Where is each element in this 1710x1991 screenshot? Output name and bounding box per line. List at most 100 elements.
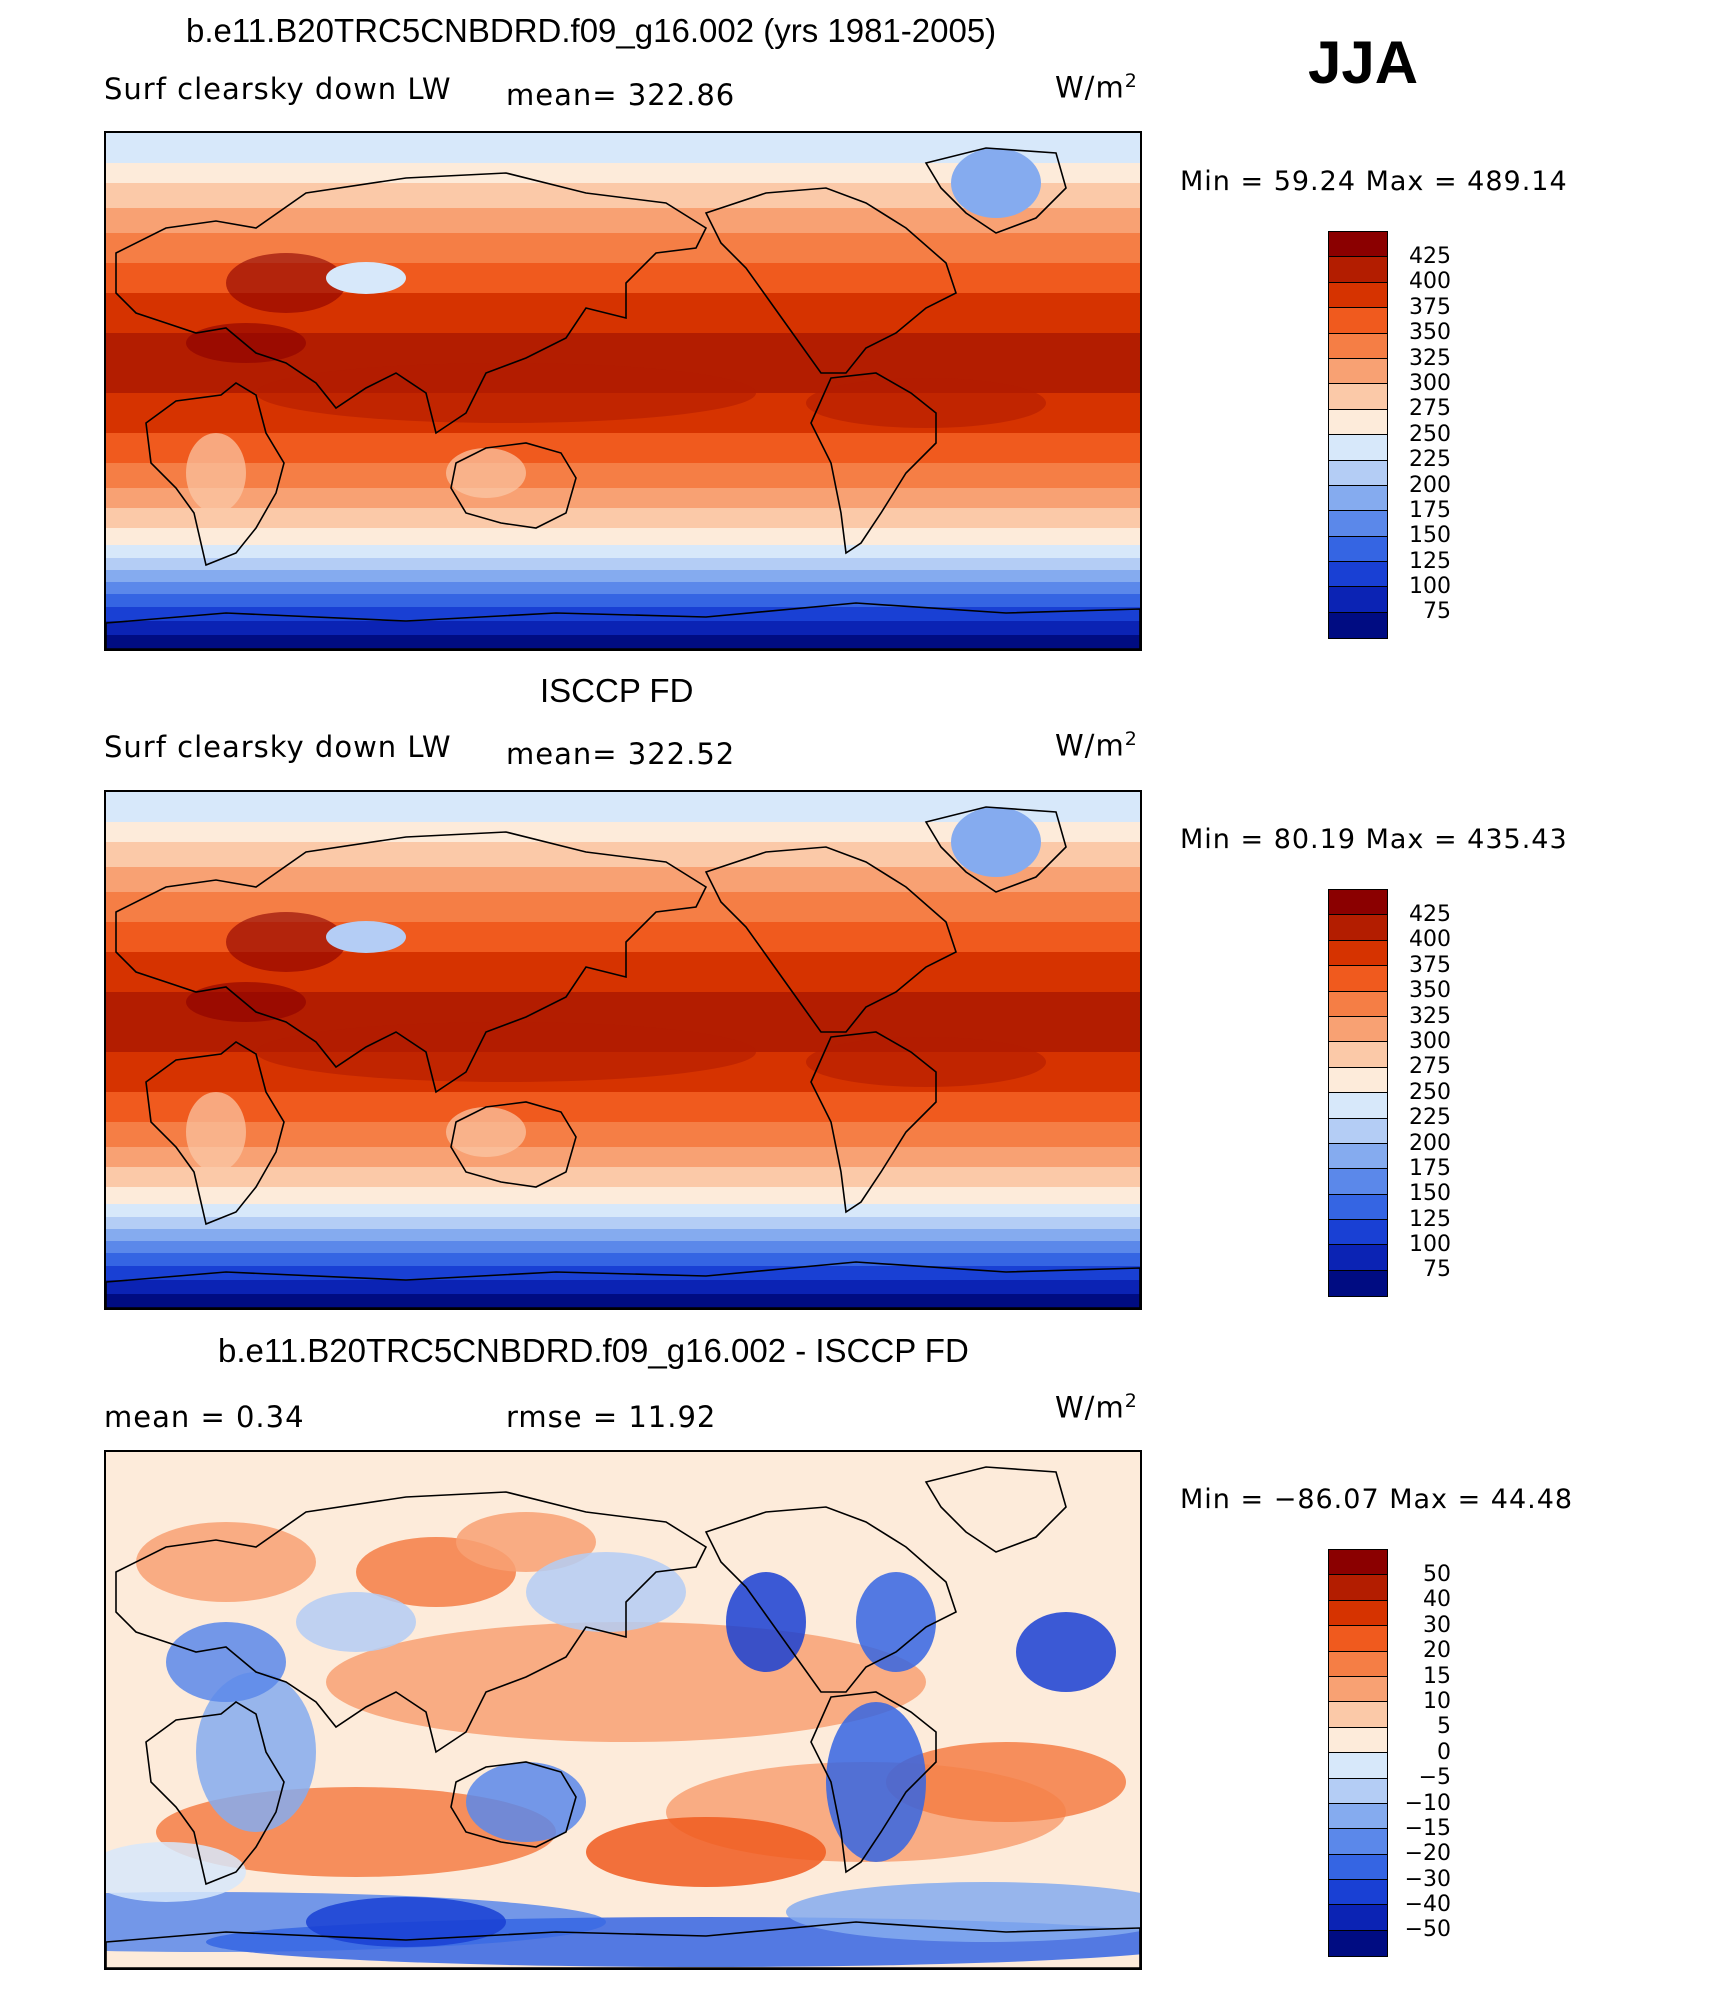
colorbar-label: 250 (1409, 1079, 1451, 1105)
colorbar-swatch (1329, 1093, 1387, 1119)
colorbar-label: 15 (1423, 1663, 1451, 1689)
panel-3-map (104, 1450, 1142, 1970)
panel-3-title: b.e11.B20TRC5CNBDRD.f09_g16.002 - ISCCP … (218, 1332, 969, 1369)
colorbar-swatch (1329, 409, 1387, 436)
colorbar-swatch (1329, 1778, 1387, 1804)
colorbar-swatch (1329, 1143, 1387, 1170)
colorbar-swatch (1329, 966, 1387, 992)
colorbar-label: 275 (1409, 1054, 1451, 1080)
colorbar-label: 400 (1409, 927, 1451, 953)
panel-1-map (104, 131, 1142, 651)
panel-3-mean: mean = 0.34 (104, 1400, 305, 1434)
panel-1-map-svg (106, 133, 1140, 649)
panel-2-title: ISCCP FD (540, 672, 694, 709)
colorbar-label: 150 (1409, 1181, 1451, 1207)
panel-1-mean: mean= 322.86 (506, 78, 736, 112)
colorbar-swatch (1329, 1220, 1387, 1246)
panel-2-colorbar-labels: 425 400 375 350 325 300 275 250 225 200 175 150 125 1… (1403, 902, 1451, 1283)
colorbar-label: −40 (1404, 1892, 1451, 1918)
colorbar-swatch (1329, 1550, 1387, 1576)
panel-2-map-svg (106, 792, 1140, 1308)
colorbar-label: −20 (1404, 1841, 1451, 1867)
panel-1-variable: Surf clearsky down LW (104, 72, 452, 106)
colorbar-label: 50 (1423, 1562, 1451, 1587)
colorbar-swatch (1329, 1676, 1387, 1703)
colorbar-swatch (1329, 460, 1387, 486)
colorbar-label: 350 (1409, 978, 1451, 1004)
panel-3-colorbar-labels: 50 40 30 20 15 10 5 0 −5 −10 −15 −20 −30 −40 −50 (1403, 1562, 1451, 1943)
colorbar-label: 325 (1409, 1003, 1451, 1029)
colorbar-swatch (1329, 1016, 1387, 1043)
colorbar-swatch (1329, 435, 1387, 461)
colorbar-swatch (1329, 358, 1387, 385)
panel-2-mean: mean= 322.52 (506, 737, 736, 771)
colorbar-label: 400 (1409, 269, 1451, 295)
colorbar-label: 200 (1409, 1130, 1451, 1156)
panel-2-colorbar (1328, 889, 1388, 1298)
colorbar-label: −50 (1404, 1917, 1451, 1943)
colorbar-label: 300 (1409, 370, 1451, 396)
colorbar-label: −5 (1418, 1765, 1451, 1791)
colorbar-label: 30 (1423, 1612, 1451, 1638)
colorbar-swatch (1329, 384, 1387, 410)
colorbar-label: 350 (1409, 320, 1451, 346)
panel-3-colorbar (1328, 1549, 1388, 1958)
colorbar-swatch (1329, 1727, 1387, 1754)
colorbar-swatch (1329, 1753, 1387, 1779)
colorbar-label: 100 (1409, 1232, 1451, 1258)
colorbar-label: 0 (1437, 1739, 1451, 1765)
panel-3-minmax: Min = −86.07 Max = 44.48 (1180, 1484, 1574, 1515)
colorbar-swatch (1329, 1270, 1387, 1297)
colorbar-swatch (1329, 1702, 1387, 1728)
colorbar-swatch (1329, 1829, 1387, 1855)
colorbar-label: 375 (1409, 952, 1451, 978)
season-label: JJA (1308, 29, 1419, 96)
colorbar-label: 425 (1409, 902, 1451, 927)
colorbar-swatch (1329, 1575, 1387, 1601)
colorbar-label: 175 (1409, 497, 1451, 523)
colorbar-swatch (1329, 257, 1387, 283)
colorbar-swatch (1329, 1042, 1387, 1068)
colorbar-label: 275 (1409, 396, 1451, 422)
panel-3-rmse: rmse = 11.92 (506, 1400, 717, 1434)
colorbar-label: 125 (1409, 1206, 1451, 1232)
colorbar-label: 10 (1423, 1688, 1451, 1714)
colorbar-label: 250 (1409, 421, 1451, 447)
colorbar-swatch (1329, 1626, 1387, 1652)
colorbar-swatch (1329, 587, 1387, 613)
colorbar-label: 175 (1409, 1155, 1451, 1181)
colorbar-label: 325 (1409, 345, 1451, 371)
colorbar-swatch (1329, 1651, 1387, 1677)
panel-1-minmax: Min = 59.24 Max = 489.14 (1180, 166, 1568, 197)
colorbar-label: 225 (1409, 1105, 1451, 1131)
colorbar-swatch (1329, 333, 1387, 359)
colorbar-label: 100 (1409, 574, 1451, 600)
colorbar-swatch (1329, 612, 1387, 639)
colorbar-swatch (1329, 940, 1387, 967)
colorbar-swatch (1329, 308, 1387, 334)
panel-2-variable: Surf clearsky down LW (104, 730, 452, 764)
panel-2-minmax: Min = 80.19 Max = 435.43 (1180, 824, 1568, 855)
colorbar-swatch (1329, 1880, 1387, 1906)
panel-3-map-svg (106, 1452, 1140, 1968)
colorbar-swatch (1329, 1854, 1387, 1881)
colorbar-label: 425 (1409, 244, 1451, 269)
colorbar-swatch (1329, 1600, 1387, 1627)
colorbar-label: 40 (1423, 1587, 1451, 1613)
colorbar-label: 375 (1409, 294, 1451, 320)
colorbar-swatch (1329, 232, 1387, 258)
colorbar-label: −30 (1404, 1866, 1451, 1892)
colorbar-swatch (1329, 1803, 1387, 1830)
colorbar-swatch (1329, 1118, 1387, 1144)
colorbar-swatch (1329, 536, 1387, 563)
panel-1-colorbar (1328, 231, 1388, 640)
colorbar-swatch (1329, 1194, 1387, 1221)
colorbar-label: 225 (1409, 447, 1451, 473)
panel-2-map (104, 790, 1142, 1310)
panel-1-title: b.e11.B20TRC5CNBDRD.f09_g16.002 (yrs 198… (186, 12, 997, 49)
colorbar-swatch (1329, 1245, 1387, 1271)
colorbar-swatch (1329, 915, 1387, 941)
colorbar-label: −10 (1404, 1790, 1451, 1816)
colorbar-label: 150 (1409, 523, 1451, 549)
panel-3-units: W/m2 (1055, 1390, 1138, 1425)
